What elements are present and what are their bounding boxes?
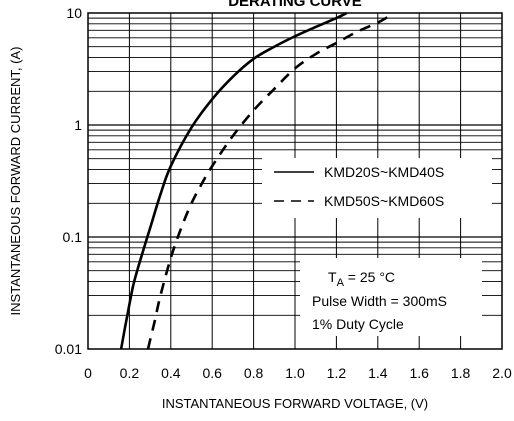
y-tick-labels: 0.01 0.1 1 10 xyxy=(55,5,82,357)
plot-frame xyxy=(87,12,503,350)
x-tick-label: 0.4 xyxy=(161,365,181,381)
curves xyxy=(119,11,391,350)
x-tick-label: 2.0 xyxy=(492,365,512,381)
ambient-temperature-symbol: T xyxy=(328,269,337,285)
y-tick-label: 0.01 xyxy=(55,341,82,357)
x-axis-title: INSTANTANEOUS FORWARD VOLTAGE, (V) xyxy=(162,396,428,411)
legend-label-series-1: KMD20S~KMD40S xyxy=(324,164,444,180)
pulse-width: Pulse Width = 300mS xyxy=(312,293,447,309)
x-tick-label: 0.2 xyxy=(120,365,140,381)
x-tick-label: 1.2 xyxy=(327,365,347,381)
ambient-temperature: TA = 25 °C xyxy=(328,269,395,289)
x-tick-label: 1.4 xyxy=(368,365,388,381)
x-tick-label: 0.8 xyxy=(244,365,264,381)
x-tick-labels: 0 0.2 0.4 0.6 0.8 1.0 1.2 1.4 1.6 1.8 2.0 xyxy=(84,365,512,381)
y-tick-label: 0.1 xyxy=(63,229,83,245)
x-tick-label: 0.6 xyxy=(202,365,222,381)
duty-cycle: 1% Duty Cycle xyxy=(312,316,404,332)
x-tick-label: 1.0 xyxy=(285,365,305,381)
ambient-temperature-value: = 25 °C xyxy=(344,269,395,285)
x-tick-label: 0 xyxy=(84,365,92,381)
y-axis-title: INSTANTANEOUS FORWARD CURRENT, (A) xyxy=(8,47,23,316)
test-conditions-background xyxy=(300,258,482,336)
y-tick-label: 10 xyxy=(66,5,82,21)
legend: KMD20S~KMD40S KMD50S~KMD60S xyxy=(262,158,492,218)
series-line-2 xyxy=(146,14,391,350)
ambient-temperature-subscript: A xyxy=(337,277,345,289)
legend-label-series-2: KMD50S~KMD60S xyxy=(324,193,444,209)
x-tick-label: 1.8 xyxy=(451,365,471,381)
y-tick-label: 1 xyxy=(74,117,82,133)
x-tick-label: 1.6 xyxy=(409,365,429,381)
chart-title: DERATING CURVE xyxy=(228,0,362,10)
legend-background xyxy=(262,158,492,218)
series-line-1 xyxy=(119,11,348,350)
test-conditions: TA = 25 °C Pulse Width = 300mS 1% Duty C… xyxy=(300,258,482,336)
